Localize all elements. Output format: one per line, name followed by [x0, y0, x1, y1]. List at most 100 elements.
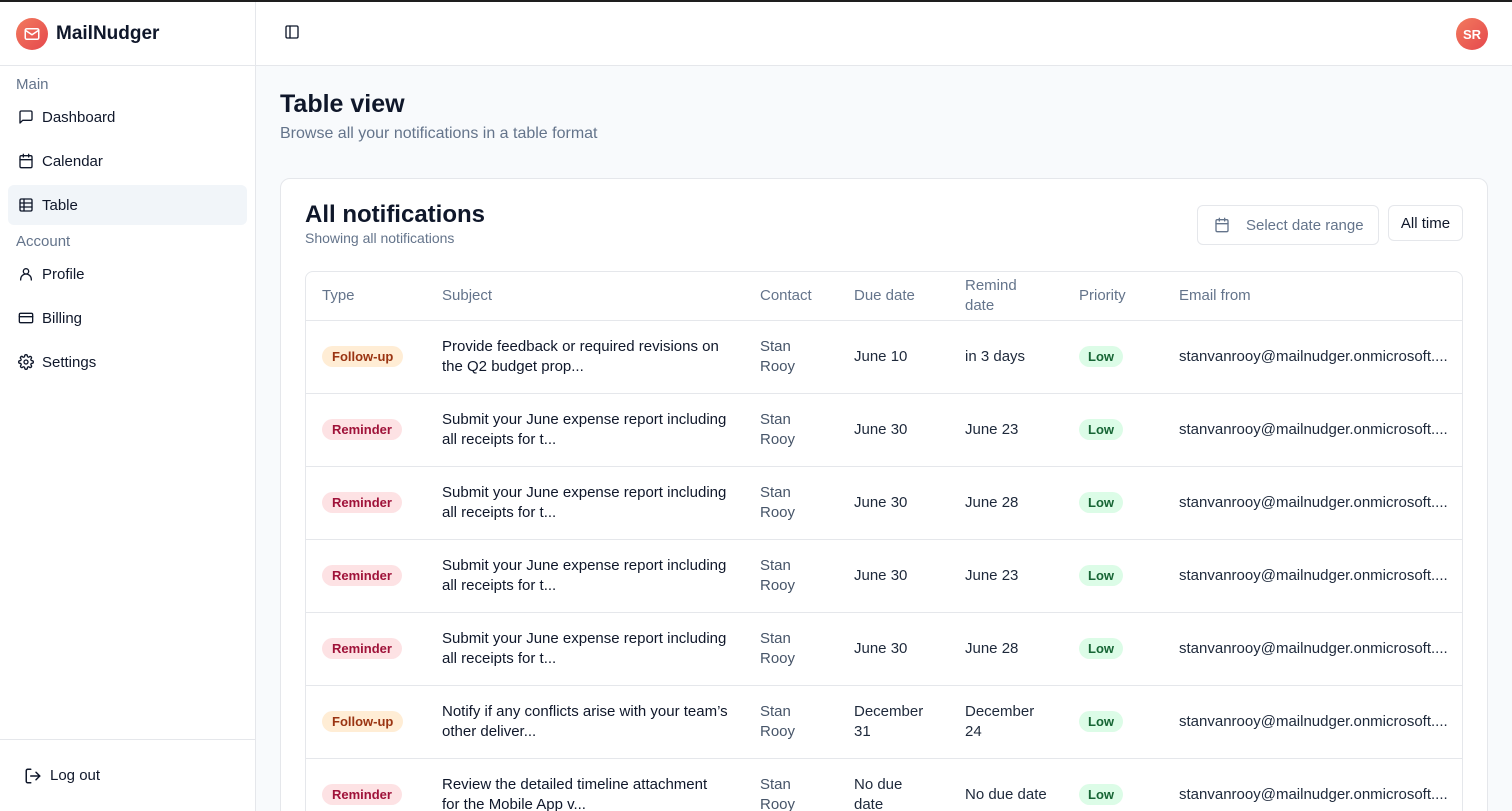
credit-card-icon [18, 312, 34, 324]
column-header-type[interactable]: Type [306, 272, 426, 321]
calendar-icon [1215, 217, 1229, 233]
subject-cell: Submit your June expense report includin… [426, 539, 744, 613]
contact-cell: Stan Rooy [744, 758, 838, 811]
type-cell: Reminder [306, 758, 426, 811]
subject-cell: Submit your June expense report includin… [426, 393, 744, 467]
sidebar-item-calendar[interactable]: Calendar [8, 141, 247, 181]
page-title: Table view [280, 90, 405, 118]
date-range-placeholder: Select date range [1246, 216, 1364, 234]
table-row[interactable]: Follow-up Provide feedback or required r… [306, 320, 1462, 394]
calendar-icon [19, 153, 33, 169]
column-header-contact[interactable]: Contact [744, 272, 838, 321]
window-top-border [0, 0, 1512, 2]
table-row[interactable]: Reminder Submit your June expense report… [306, 539, 1462, 613]
sidebar-item-label: Table [42, 196, 78, 214]
priority-badge: Low [1079, 638, 1123, 659]
type-cell: Reminder [306, 539, 426, 613]
table-row[interactable]: Reminder Review the detailed timeline at… [306, 758, 1462, 811]
type-cell: Reminder [306, 466, 426, 540]
logout-icon [25, 768, 41, 783]
priority-cell: Low [1063, 393, 1163, 467]
type-badge: Follow-up [322, 346, 404, 367]
table-icon [19, 198, 33, 212]
table-row[interactable]: Reminder Submit your June expense report… [306, 612, 1462, 686]
user-icon [20, 268, 32, 281]
sidebar-item-label: Billing [42, 309, 83, 327]
sidebar-item-label: Profile [42, 265, 85, 283]
priority-cell: Low [1063, 612, 1163, 686]
priority-cell: Low [1063, 320, 1163, 394]
sidebar-footer: Log out [0, 739, 255, 811]
subject-cell: Notify if any conflicts arise with your … [426, 685, 744, 759]
column-header-priority[interactable]: Priority [1063, 272, 1163, 321]
email-from-cell: stanvanrooy@mailnudger.onmicrosoft.... [1163, 612, 1462, 686]
table-row[interactable]: Reminder Submit your June expense report… [306, 466, 1462, 540]
contact-cell: Stan Rooy [744, 320, 838, 394]
sidebar-item-label: Settings [42, 353, 97, 371]
type-badge: Reminder [322, 565, 402, 586]
table-row[interactable]: Reminder Submit your June expense report… [306, 393, 1462, 467]
email-from-cell: stanvanrooy@mailnudger.onmicrosoft.... [1163, 466, 1462, 540]
sidebar-nav-account: Profile Billing Settings [0, 250, 255, 382]
notifications-table: Type Subject Contact Due date Remind dat… [305, 271, 1463, 811]
sidebar-item-settings[interactable]: Settings [8, 342, 247, 382]
due-date-cell: No due date [838, 758, 949, 811]
contact-cell: Stan Rooy [744, 685, 838, 759]
type-cell: Follow-up [306, 320, 426, 394]
due-date-cell: December 31 [838, 685, 949, 759]
remind-date-cell: June 23 [949, 393, 1063, 467]
avatar[interactable]: SR [1456, 18, 1488, 50]
sidebar: MailNudger Main Dashboard Calendar Table… [0, 2, 256, 811]
page-subtitle: Browse all your notifications in a table… [280, 125, 598, 142]
column-header-remind-date[interactable]: Remind date [949, 272, 1063, 321]
brand[interactable]: MailNudger [0, 2, 255, 66]
sidebar-item-table[interactable]: Table [8, 185, 247, 225]
sidebar-section-account: Account [16, 233, 71, 250]
contact-cell: Stan Rooy [744, 393, 838, 467]
type-badge: Follow-up [322, 711, 404, 732]
email-from-cell: stanvanrooy@mailnudger.onmicrosoft.... [1163, 758, 1462, 811]
subject-cell: Submit your June expense report includin… [426, 612, 744, 686]
sidebar-nav-main: Dashboard Calendar Table [0, 93, 255, 225]
subject-cell: Provide feedback or required revisions o… [426, 320, 744, 394]
contact-cell: Stan Rooy [744, 466, 838, 540]
priority-badge: Low [1079, 419, 1123, 440]
all-time-button[interactable]: All time [1388, 205, 1463, 241]
priority-cell: Low [1063, 758, 1163, 811]
remind-date-cell: No due date [949, 758, 1063, 811]
email-from-cell: stanvanrooy@mailnudger.onmicrosoft.... [1163, 539, 1462, 613]
table-row[interactable]: Follow-up Notify if any conflicts arise … [306, 685, 1462, 759]
sidebar-item-dashboard[interactable]: Dashboard [8, 97, 247, 137]
column-header-due-date[interactable]: Due date [838, 272, 949, 321]
sidebar-item-label: Dashboard [42, 108, 116, 126]
column-header-email-from[interactable]: Email from [1163, 272, 1462, 321]
date-range-picker[interactable]: Select date range [1197, 205, 1379, 245]
sidebar-toggle-button[interactable] [284, 24, 304, 44]
logout-label: Log out [50, 767, 101, 784]
remind-date-cell: June 28 [949, 612, 1063, 686]
type-cell: Follow-up [306, 685, 426, 759]
sidebar-item-profile[interactable]: Profile [8, 254, 247, 294]
priority-badge: Low [1079, 492, 1123, 513]
table-header-row: Type Subject Contact Due date Remind dat… [306, 272, 1462, 321]
column-header-subject[interactable]: Subject [426, 272, 744, 321]
sidebar-section-main: Main [16, 76, 49, 93]
sidebar-item-label: Calendar [42, 152, 103, 170]
priority-badge: Low [1079, 784, 1123, 805]
priority-badge: Low [1079, 711, 1123, 732]
type-badge: Reminder [322, 638, 402, 659]
type-badge: Reminder [322, 784, 402, 805]
sidebar-item-billing[interactable]: Billing [8, 298, 247, 338]
logout-button[interactable]: Log out [24, 767, 100, 785]
due-date-cell: June 10 [838, 320, 949, 394]
type-cell: Reminder [306, 393, 426, 467]
priority-badge: Low [1079, 346, 1123, 367]
due-date-cell: June 30 [838, 466, 949, 540]
remind-date-cell: June 23 [949, 539, 1063, 613]
email-from-cell: stanvanrooy@mailnudger.onmicrosoft.... [1163, 393, 1462, 467]
priority-cell: Low [1063, 685, 1163, 759]
type-cell: Reminder [306, 612, 426, 686]
contact-cell: Stan Rooy [744, 539, 838, 613]
mail-logo-icon [16, 17, 48, 50]
gear-icon [18, 354, 34, 370]
